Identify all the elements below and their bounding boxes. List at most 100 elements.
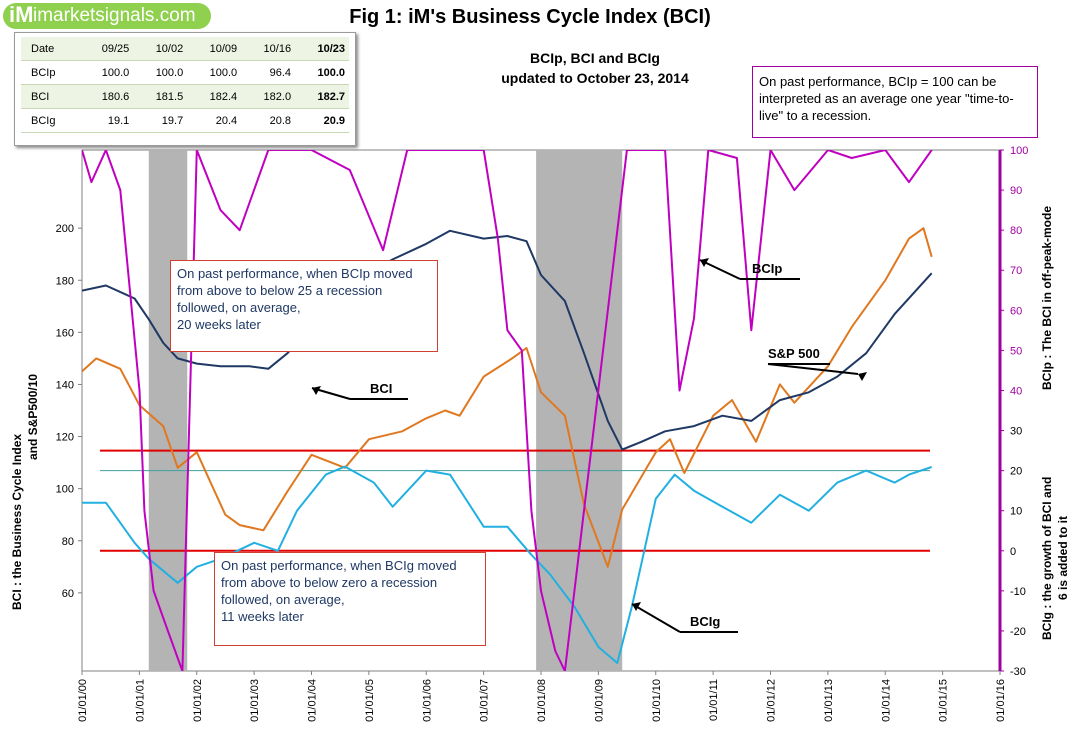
stats-cell: BCIp	[21, 60, 80, 85]
stats-cell: 19.7	[133, 108, 188, 133]
left-axis-tick-label: 180	[56, 275, 74, 287]
stats-cell: 180.6	[79, 84, 134, 109]
left-axis-tick-label: 120	[56, 432, 74, 444]
site-logo[interactable]: iM imarketsignals.com	[3, 3, 211, 29]
stats-row-bcip: BCIp 100.0 100.0 100.0 96.4 100.0	[21, 60, 349, 85]
left-axis-tick-label: 160	[56, 327, 74, 339]
chart-subtitle-1: BCIp, BCI and BCIg	[530, 50, 660, 66]
stats-cell: 100.0	[295, 60, 349, 85]
sp500-callout-label: S&P 500	[768, 346, 820, 361]
stats-cell: 10/23	[295, 37, 349, 61]
right-axis-bottom-label-2: 6 is added to it	[1056, 515, 1070, 600]
x-axis-tick-label: 01/01/15	[938, 679, 950, 722]
note-line: followed, on average,	[177, 300, 301, 315]
right-axis-tick-label: 30	[1010, 426, 1022, 438]
note-line: On past performance, when BCIp moved	[177, 266, 413, 281]
right-axis-tick-label: -20	[1010, 626, 1026, 638]
x-axis-tick-label: 01/01/14	[880, 679, 892, 722]
right-axis-tick-label: 70	[1010, 265, 1022, 277]
right-axis-tick-label: 60	[1010, 305, 1022, 317]
x-axis-tick-label: 01/01/16	[995, 679, 1007, 722]
stats-cell: 182.0	[241, 84, 296, 109]
x-axis-tick-label: 01/01/05	[364, 679, 376, 722]
right-axis-tick-label: 90	[1010, 185, 1022, 197]
chart-subtitle-2: updated to October 23, 2014	[501, 70, 689, 86]
note-line: from above to below zero a recession	[221, 575, 438, 590]
logo-text: imarketsignals.com	[33, 5, 196, 26]
right-axis-bottom-label-1: BCIg : the growth of BCI and	[1040, 476, 1054, 640]
note-line: 20 weeks later	[177, 317, 261, 332]
stats-row-bcig: BCIg 19.1 19.7 20.4 20.8 20.9	[21, 108, 349, 133]
note-top-right: On past performance, BCIp = 100 can be i…	[752, 66, 1038, 138]
note-line: from above to below 25 a recession	[177, 283, 383, 298]
stats-cell: 100.0	[133, 60, 188, 85]
note-bcig-threshold: On past performance, when BCIg moved fro…	[214, 552, 486, 646]
stats-grid: Date 09/25 10/02 10/09 10/16 10/23 BCIp …	[21, 37, 349, 133]
x-axis-tick-label: 01/01/12	[766, 679, 778, 722]
stats-cell: 20.8	[241, 108, 296, 133]
stats-cell: BCIg	[21, 108, 80, 133]
x-axis-tick-label: 01/01/04	[307, 679, 319, 722]
left-axis-label-1: BCI : the Business Cycle Index	[10, 433, 24, 610]
stats-cell: BCI	[21, 84, 80, 109]
bcip-callout-label: BCIp	[752, 261, 782, 276]
stats-header-row: Date 09/25 10/02 10/09 10/16 10/23	[21, 37, 349, 61]
x-axis-tick-label: 01/01/08	[536, 679, 548, 722]
stats-cell: 96.4	[241, 60, 296, 85]
bci-callout-arrowhead	[312, 386, 321, 395]
left-axis-label-2: and S&P500/10	[26, 373, 40, 460]
right-axis-tick-label: -30	[1010, 666, 1026, 678]
logo-mark: iM	[9, 2, 34, 27]
sp500-series-line	[82, 227, 933, 568]
recession-band	[148, 150, 188, 671]
x-axis-tick-label: 01/01/07	[479, 679, 491, 722]
x-axis-tick-label: 01/01/06	[421, 679, 433, 722]
x-axis-tick-label: 01/01/02	[192, 679, 204, 722]
bcip-callout-arrow-line	[699, 259, 741, 280]
recession-band	[536, 150, 623, 671]
x-axis-tick-label: 01/01/03	[249, 679, 261, 722]
stats-cell: 100.0	[187, 60, 242, 85]
right-axis-tick-label: -10	[1010, 586, 1026, 598]
bcig-callout-arrowhead	[632, 602, 641, 611]
stats-cell: 19.1	[79, 108, 134, 133]
stats-cell: 10/16	[241, 37, 296, 61]
right-axis-top-label: BCIp : The BCI in off-peak-mode	[1040, 206, 1054, 390]
x-axis-tick-label: 01/01/13	[823, 679, 835, 722]
left-axis-tick-label: 140	[56, 379, 74, 391]
stats-cell: 20.4	[187, 108, 242, 133]
left-axis-tick-label: 100	[56, 484, 74, 496]
stats-cell: 182.7	[295, 84, 349, 109]
bci-callout-label: BCI	[370, 381, 392, 396]
stats-cell: 10/09	[187, 37, 242, 61]
note-line: followed, on average,	[221, 592, 345, 607]
stats-cell: 09/25	[79, 37, 134, 61]
stats-cell: Date	[21, 37, 80, 61]
stats-cell: 10/02	[133, 37, 188, 61]
left-axis-tick-label: 80	[62, 536, 74, 548]
x-axis-tick-label: 01/01/01	[134, 679, 146, 722]
x-axis-tick-label: 01/01/10	[651, 679, 663, 722]
stats-cell: 20.9	[295, 108, 349, 133]
right-axis-tick-label: 10	[1010, 506, 1022, 518]
sp500-callout-arrow-line	[767, 363, 859, 375]
note-line: On past performance, when BCIg moved	[221, 558, 457, 573]
note-bcip-threshold: On past performance, when BCIp moved fro…	[170, 260, 438, 352]
x-axis-tick-label: 01/01/11	[708, 679, 720, 721]
bcip-series-line	[82, 150, 933, 671]
bcig-callout-arrow-line	[631, 603, 681, 633]
right-axis-tick-label: 40	[1010, 385, 1022, 397]
stats-cell: 182.4	[187, 84, 242, 109]
right-axis-tick-label: 50	[1010, 345, 1022, 357]
chart-title: Fig 1: iM's Business Cycle Index (BCI)	[349, 6, 711, 28]
stats-row-bci: BCI 180.6 181.5 182.4 182.0 182.7	[21, 84, 349, 109]
right-axis-tick-label: 80	[1010, 225, 1022, 237]
left-axis-tick-label: 60	[62, 588, 74, 600]
stats-cell: 100.0	[79, 60, 134, 85]
sp500-callout-arrowhead	[858, 372, 867, 381]
note-line: 11 weeks later	[221, 609, 304, 624]
right-axis-tick-label: 0	[1010, 546, 1016, 558]
left-axis-tick-label: 200	[56, 223, 74, 235]
x-axis-tick-label: 01/01/00	[77, 679, 89, 722]
